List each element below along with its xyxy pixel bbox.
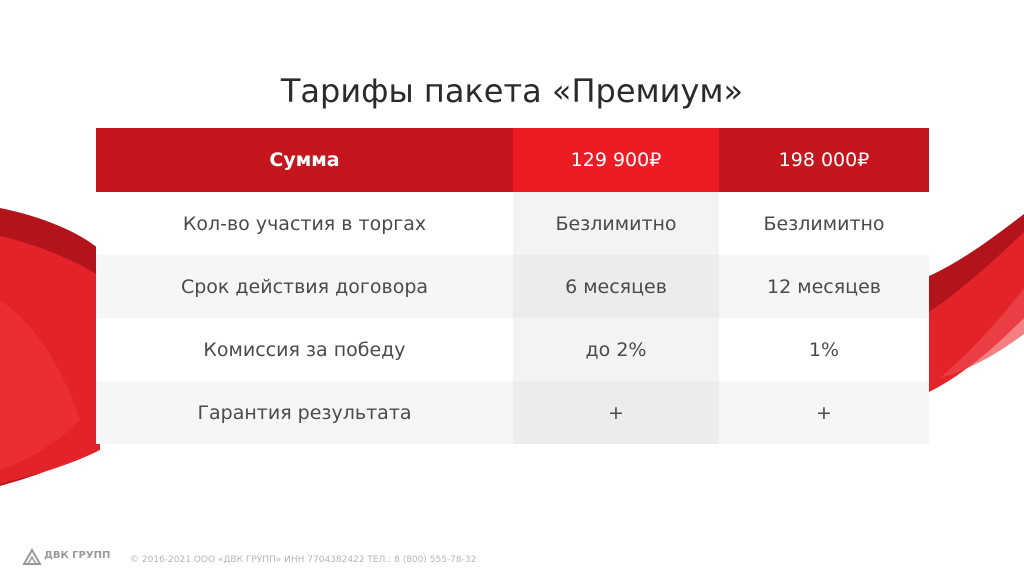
header-plan-2-price: 198 000₽ (719, 128, 929, 192)
company-logo-text: ДВК ГРУПП (44, 550, 111, 561)
plan-1-value: Безлимитно (513, 192, 719, 255)
plan-1-value: до 2% (513, 318, 719, 381)
table-row: Гарантия результата + + (96, 381, 929, 444)
header-plan-1-price: 129 900₽ (513, 128, 719, 192)
row-label: Срок действия договора (96, 255, 513, 318)
row-label: Комиссия за победу (96, 318, 513, 381)
row-label: Гарантия результата (96, 381, 513, 444)
plan-2-value: + (719, 381, 929, 444)
header-sum-label: Сумма (96, 128, 513, 192)
company-logo-icon (22, 548, 42, 565)
plan-1-value: + (513, 381, 719, 444)
copyright-text: © 2016-2021 ООО «ДВК ГРУПП» ИНН 77043824… (130, 555, 477, 565)
table-row: Срок действия договора 6 месяцев 12 меся… (96, 255, 929, 318)
row-label: Кол-во участия в торгах (96, 192, 513, 255)
plan-2-value: 12 месяцев (719, 255, 929, 318)
page-title: Тарифы пакета «Премиум» (280, 72, 744, 110)
plan-2-value: 1% (719, 318, 929, 381)
plan-2-value: Безлимитно (719, 192, 929, 255)
tariffs-table: Сумма 129 900₽ 198 000₽ Кол-во участия в… (96, 128, 929, 444)
table-row: Комиссия за победу до 2% 1% (96, 318, 929, 381)
plan-1-value: 6 месяцев (513, 255, 719, 318)
footer: ДВК ГРУПП © 2016-2021 ООО «ДВК ГРУПП» ИН… (22, 548, 622, 568)
table-row: Кол-во участия в торгах Безлимитно Безли… (96, 192, 929, 255)
table-header-row: Сумма 129 900₽ 198 000₽ (96, 128, 929, 192)
